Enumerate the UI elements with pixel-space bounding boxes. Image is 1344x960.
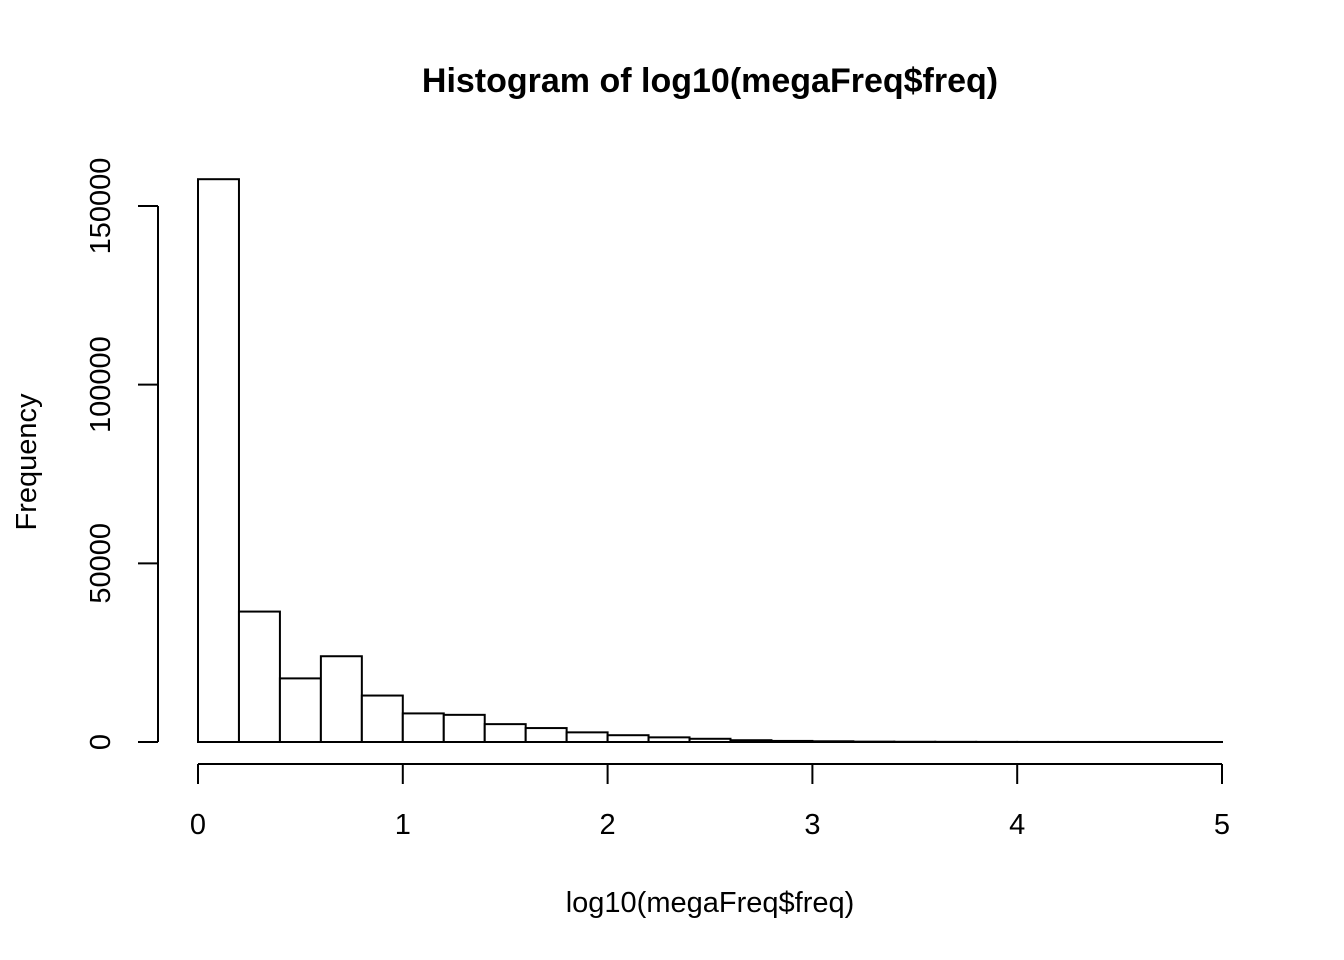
histogram-bar-12 (688, 737, 732, 743)
x-tick-label-1: 1 (395, 809, 411, 841)
histogram-bar-9 (565, 731, 609, 743)
x-tick-label-2: 2 (600, 809, 616, 841)
chart-title: Histogram of log10(megaFreq$freq) (422, 62, 998, 100)
y-tick-label-3: 150000 (85, 158, 117, 255)
histogram-bar-3 (319, 655, 363, 743)
histogram-bar-8 (524, 727, 568, 744)
histogram-bar-14 (770, 739, 814, 743)
x-axis-label: log10(megaFreq$freq) (566, 887, 855, 919)
histogram-bar-0 (197, 178, 240, 743)
y-tick-label-0: 0 (85, 734, 117, 750)
histogram-bars (197, 178, 1224, 744)
x-tick-label-3: 3 (804, 809, 820, 841)
histogram-bar-6 (442, 713, 486, 743)
histogram-bar-10 (606, 734, 650, 744)
x-tick-label-5: 5 (1214, 809, 1230, 841)
y-axis: 0 50000 100000 150000 (85, 158, 159, 750)
histogram-bar-7 (483, 723, 527, 744)
histogram-bar-2 (278, 677, 322, 743)
x-axis: 0 1 2 3 4 5 (190, 763, 1230, 841)
histogram-bar-15 (811, 740, 855, 744)
histogram-bar-4 (360, 694, 404, 744)
x-tick-label-0: 0 (190, 809, 206, 841)
histogram-bar-11 (647, 736, 691, 744)
histogram-bar-13 (729, 739, 773, 743)
y-axis-label: Frequency (11, 393, 43, 531)
y-tick-label-2: 100000 (85, 336, 117, 433)
x-tick-label-4: 4 (1009, 809, 1025, 841)
y-tick-label-1: 50000 (85, 523, 117, 604)
histogram-bar-5 (401, 712, 445, 743)
histogram-bar-1 (237, 610, 281, 743)
